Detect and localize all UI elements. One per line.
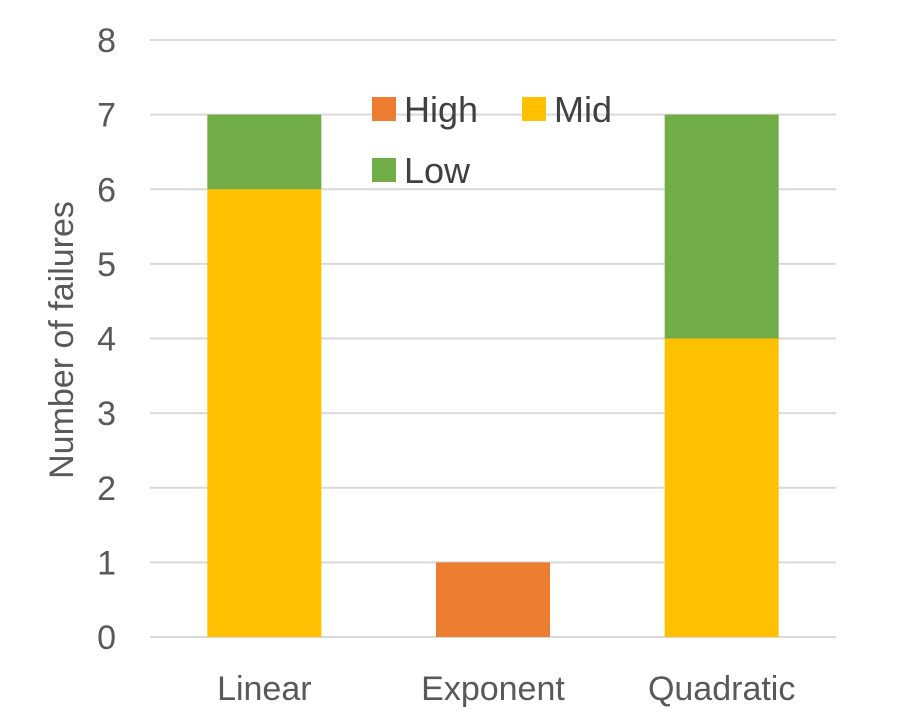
x-tick-label: Linear: [217, 670, 312, 708]
y-tick-label: 4: [97, 321, 116, 359]
bar-quadratic-mid: [664, 338, 779, 637]
bar-exponent-high: [436, 562, 550, 637]
y-tick-label: 5: [97, 246, 116, 284]
bar-quadratic-low: [664, 114, 779, 339]
y-tick-label: 3: [97, 395, 116, 433]
bars: [207, 114, 779, 637]
y-tick-label: 8: [97, 22, 116, 60]
y-tick-label: 6: [97, 171, 116, 209]
x-axis-ticks: Linear Exponent Quadratic: [217, 670, 795, 708]
legend: High Mid Low: [372, 89, 612, 191]
y-tick-label: 0: [97, 619, 116, 657]
y-tick-label: 7: [97, 97, 116, 135]
legend-swatch: [522, 97, 546, 121]
bar-linear-low: [207, 114, 322, 190]
y-tick-label: 2: [97, 470, 116, 508]
legend-label: High: [404, 89, 478, 130]
y-axis-title: Number of failures: [43, 201, 81, 479]
legend-item-mid: Mid: [522, 89, 612, 130]
legend-swatch: [372, 158, 396, 182]
x-tick-label: Quadratic: [648, 670, 795, 708]
legend-item-low: Low: [372, 150, 471, 191]
bar-linear-mid: [207, 189, 322, 637]
y-tick-label: 1: [97, 544, 116, 582]
legend-item-high: High: [372, 89, 478, 130]
legend-label: Mid: [554, 89, 612, 130]
x-tick-label: Exponent: [421, 670, 565, 708]
y-axis-ticks: 0 1 2 3 4 5 6 7 8: [97, 22, 116, 657]
legend-label: Low: [404, 150, 471, 191]
legend-swatch: [372, 97, 396, 121]
